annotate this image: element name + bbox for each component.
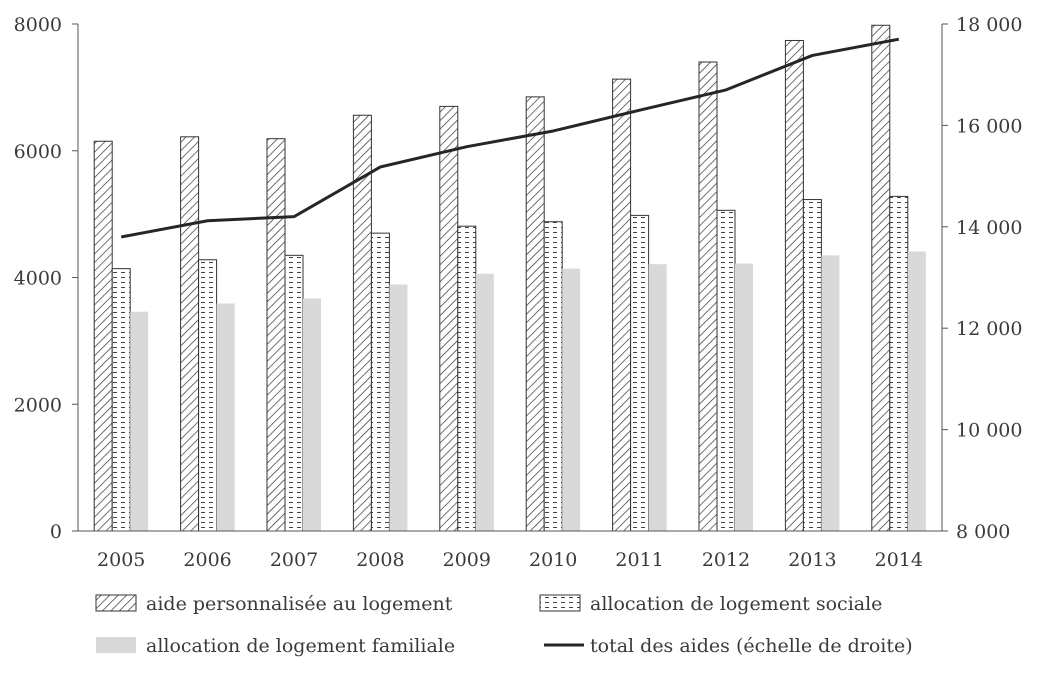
x-tick-label: 2012 bbox=[702, 549, 750, 571]
bar-solid-light-gray-2011 bbox=[648, 264, 667, 531]
bar-solid-light-gray-2008 bbox=[389, 284, 408, 531]
bar-diagonal-hatch-2009 bbox=[439, 105, 459, 532]
bar-diagonal-hatch-2005 bbox=[93, 140, 113, 532]
legend-swatch-solid-light-gray bbox=[96, 637, 136, 653]
bar-dash-pattern-2013 bbox=[802, 199, 822, 532]
bar-solid-light-gray-2012 bbox=[735, 263, 753, 531]
bar-solid-light-gray-2014 bbox=[907, 251, 926, 532]
right-tick-label: 12 000 bbox=[956, 318, 1022, 340]
bar-dash-pattern-2011 bbox=[630, 214, 650, 532]
bar-dash-pattern-2005 bbox=[111, 268, 131, 532]
right-tick-label: 18 000 bbox=[956, 14, 1022, 36]
legend-label: total des aides (échelle de droite) bbox=[590, 635, 913, 657]
right-tick-label: 10 000 bbox=[956, 420, 1022, 442]
bar-dash-pattern-2010 bbox=[543, 221, 563, 532]
bar-diagonal-hatch-2013 bbox=[784, 39, 804, 532]
x-tick-label: 2011 bbox=[615, 549, 663, 571]
bar-dash-pattern-2009 bbox=[457, 225, 477, 532]
legend-swatch-diagonal-hatch bbox=[95, 594, 137, 612]
x-tick-label: 2013 bbox=[788, 549, 836, 571]
bar-solid-light-gray-2009 bbox=[475, 273, 494, 531]
left-tick-label: 6000 bbox=[14, 141, 62, 163]
bar-diagonal-hatch-2014 bbox=[871, 24, 891, 532]
bar-diagonal-hatch-2006 bbox=[180, 136, 200, 532]
x-tick-label: 2005 bbox=[97, 549, 145, 571]
right-tick-label: 8 000 bbox=[956, 521, 1010, 543]
bar-dash-pattern-2014 bbox=[889, 195, 909, 532]
x-tick-label: 2006 bbox=[183, 549, 231, 571]
left-tick-label: 4000 bbox=[14, 268, 62, 290]
bar-solid-light-gray-2005 bbox=[130, 311, 149, 531]
bar-diagonal-hatch-2012 bbox=[698, 61, 718, 532]
left-tick-label: 2000 bbox=[14, 394, 62, 416]
total-line bbox=[120, 37, 900, 239]
bar-dash-pattern-2012 bbox=[716, 209, 736, 532]
bar-dash-pattern-2007 bbox=[284, 254, 304, 532]
bar-dash-pattern-2006 bbox=[198, 259, 218, 532]
right-tick-label: 14 000 bbox=[956, 217, 1022, 239]
bar-solid-light-gray-2010 bbox=[562, 268, 581, 531]
legend-label: allocation de logement familiale bbox=[146, 635, 455, 657]
legend-label: allocation de logement sociale bbox=[590, 593, 882, 615]
right-tick-label: 16 000 bbox=[956, 115, 1022, 137]
bar-diagonal-hatch-2007 bbox=[266, 138, 286, 532]
bar-diagonal-hatch-2010 bbox=[525, 96, 545, 532]
x-tick-label: 2010 bbox=[529, 549, 577, 571]
legend-swatch-dash-pattern bbox=[539, 594, 581, 612]
left-tick-label: 8000 bbox=[14, 14, 62, 36]
x-tick-label: 2007 bbox=[270, 549, 318, 571]
bar-solid-light-gray-2006 bbox=[216, 303, 235, 531]
legend-label: aide personnalisée au logement bbox=[146, 593, 453, 615]
x-tick-label: 2008 bbox=[356, 549, 404, 571]
bar-solid-light-gray-2007 bbox=[303, 298, 321, 531]
bar-dash-pattern-2008 bbox=[370, 232, 390, 532]
x-tick-label: 2009 bbox=[443, 549, 491, 571]
bar-solid-light-gray-2013 bbox=[821, 255, 840, 531]
left-tick-label: 0 bbox=[50, 521, 62, 543]
bar-diagonal-hatch-2011 bbox=[612, 78, 632, 532]
x-tick-label: 2014 bbox=[875, 549, 923, 571]
